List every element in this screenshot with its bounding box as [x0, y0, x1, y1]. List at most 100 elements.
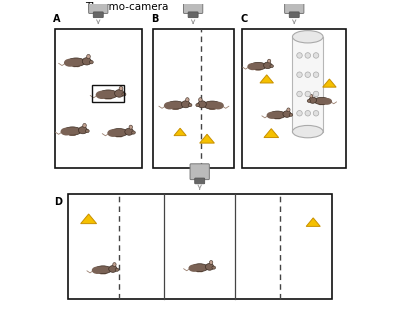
Ellipse shape: [107, 129, 119, 137]
FancyBboxPatch shape: [184, 0, 203, 13]
Circle shape: [305, 110, 310, 116]
Ellipse shape: [199, 270, 203, 272]
Ellipse shape: [115, 90, 124, 97]
Ellipse shape: [92, 267, 103, 274]
Circle shape: [313, 110, 319, 116]
Ellipse shape: [208, 108, 213, 110]
Bar: [242, 29, 346, 168]
Ellipse shape: [250, 62, 266, 70]
Ellipse shape: [322, 98, 332, 105]
Circle shape: [313, 53, 319, 58]
Ellipse shape: [266, 112, 277, 119]
FancyBboxPatch shape: [188, 12, 198, 18]
Ellipse shape: [212, 266, 216, 269]
Ellipse shape: [174, 108, 179, 110]
Ellipse shape: [75, 65, 80, 67]
Ellipse shape: [102, 272, 107, 274]
Ellipse shape: [274, 117, 278, 119]
Polygon shape: [174, 128, 186, 135]
Circle shape: [313, 72, 319, 78]
Ellipse shape: [196, 270, 201, 272]
Ellipse shape: [314, 97, 330, 104]
Ellipse shape: [289, 113, 293, 116]
Ellipse shape: [99, 90, 118, 99]
Ellipse shape: [182, 101, 190, 108]
Ellipse shape: [172, 108, 176, 110]
Circle shape: [305, 53, 310, 58]
Ellipse shape: [122, 93, 126, 96]
Circle shape: [297, 91, 302, 97]
Ellipse shape: [109, 266, 117, 272]
Polygon shape: [260, 75, 274, 83]
Ellipse shape: [212, 102, 224, 109]
Ellipse shape: [110, 129, 128, 137]
Ellipse shape: [269, 111, 286, 119]
Text: C: C: [241, 14, 248, 24]
Circle shape: [297, 110, 302, 116]
Ellipse shape: [257, 69, 262, 71]
Polygon shape: [306, 218, 320, 226]
Ellipse shape: [72, 65, 77, 67]
Ellipse shape: [268, 59, 271, 63]
Ellipse shape: [191, 264, 208, 272]
Ellipse shape: [204, 101, 221, 109]
Ellipse shape: [210, 260, 213, 264]
Polygon shape: [81, 214, 96, 224]
Ellipse shape: [104, 97, 109, 100]
Ellipse shape: [198, 101, 206, 108]
Ellipse shape: [125, 128, 134, 135]
Ellipse shape: [287, 108, 290, 112]
FancyBboxPatch shape: [289, 12, 299, 18]
FancyBboxPatch shape: [93, 12, 103, 18]
FancyBboxPatch shape: [89, 0, 108, 13]
Ellipse shape: [309, 97, 316, 103]
Ellipse shape: [85, 129, 89, 133]
Ellipse shape: [82, 58, 91, 65]
Ellipse shape: [64, 127, 81, 135]
Ellipse shape: [188, 264, 200, 272]
Ellipse shape: [118, 135, 123, 137]
Ellipse shape: [94, 266, 112, 274]
Ellipse shape: [199, 98, 202, 102]
Ellipse shape: [270, 64, 274, 68]
FancyBboxPatch shape: [190, 164, 209, 179]
Ellipse shape: [206, 264, 214, 270]
Ellipse shape: [310, 94, 313, 98]
Ellipse shape: [196, 104, 200, 107]
FancyBboxPatch shape: [285, 0, 304, 13]
Text: D: D: [54, 197, 62, 207]
Circle shape: [297, 53, 302, 58]
Ellipse shape: [71, 134, 76, 136]
Ellipse shape: [186, 98, 189, 102]
Ellipse shape: [264, 62, 272, 69]
Polygon shape: [323, 79, 336, 87]
Text: A: A: [53, 14, 61, 24]
Text: B: B: [151, 14, 158, 24]
Bar: [152, 29, 234, 168]
Ellipse shape: [60, 128, 72, 135]
Ellipse shape: [64, 59, 76, 67]
Ellipse shape: [318, 103, 323, 105]
Bar: [92, 85, 124, 102]
Ellipse shape: [283, 111, 291, 117]
Ellipse shape: [255, 69, 259, 71]
Text: Thermo-camera: Thermo-camera: [85, 2, 169, 12]
FancyBboxPatch shape: [195, 178, 205, 184]
Ellipse shape: [115, 268, 119, 271]
Ellipse shape: [292, 31, 323, 43]
Ellipse shape: [68, 134, 74, 136]
Ellipse shape: [307, 100, 310, 102]
Ellipse shape: [292, 126, 323, 138]
Ellipse shape: [87, 55, 90, 59]
Ellipse shape: [107, 97, 112, 100]
Ellipse shape: [321, 103, 325, 105]
Ellipse shape: [164, 102, 175, 109]
Ellipse shape: [132, 131, 135, 134]
Polygon shape: [200, 134, 214, 143]
Ellipse shape: [96, 91, 108, 99]
Ellipse shape: [115, 135, 120, 137]
Ellipse shape: [276, 117, 281, 119]
Polygon shape: [264, 129, 279, 138]
Ellipse shape: [119, 86, 123, 91]
Circle shape: [297, 72, 302, 78]
